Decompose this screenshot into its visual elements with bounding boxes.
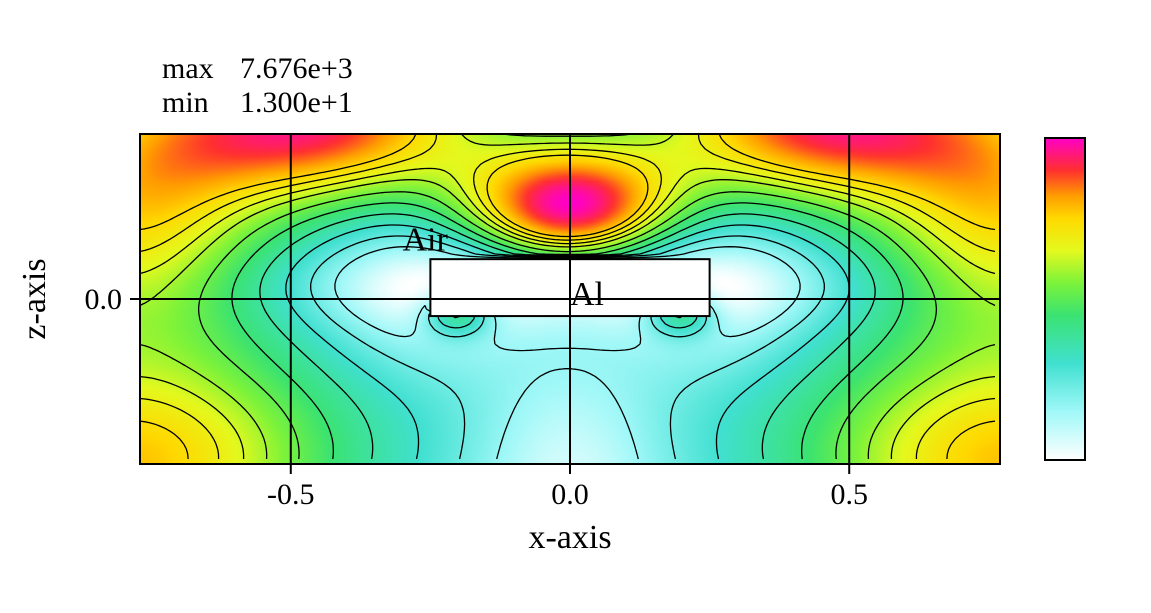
max-value: 7.676e+3 (240, 52, 353, 85)
z-axis-title: z-axis (16, 258, 53, 339)
min-value: 1.300e+1 (240, 86, 353, 119)
x-tick-label: -0.5 (267, 478, 315, 511)
z-tick-label: 0.0 (85, 283, 123, 316)
al-label: Al (570, 276, 604, 313)
x-axis-title: x-axis (528, 519, 611, 556)
air-label: Air (402, 222, 448, 259)
colorbar (1045, 138, 1085, 460)
x-tick-label: 0.5 (830, 478, 868, 511)
x-tick-label: 0.0 (551, 478, 589, 511)
min-label: min (162, 86, 209, 119)
max-label: max (162, 52, 214, 85)
figure-root: -0.5 0.0 0.5 0.0 x-axis z-axis max 7.676e+3 min 1… (0, 0, 1151, 613)
figure-svg: -0.5 0.0 0.5 0.0 x-axis z-axis max 7.676e+3 min 1… (0, 0, 1151, 613)
